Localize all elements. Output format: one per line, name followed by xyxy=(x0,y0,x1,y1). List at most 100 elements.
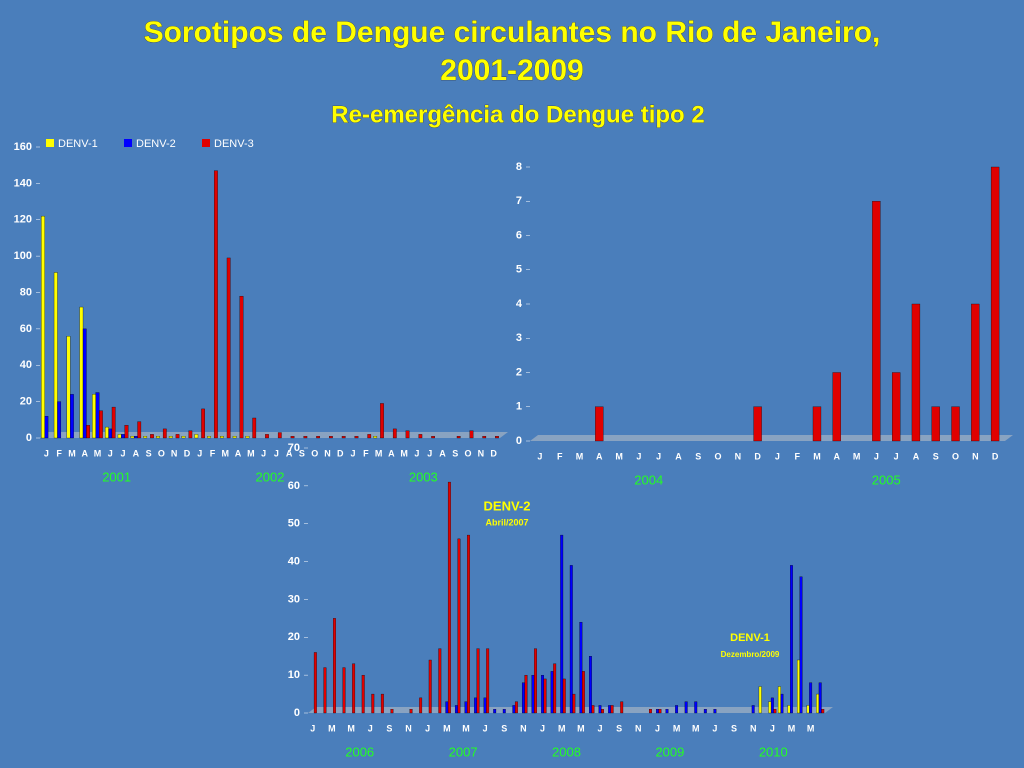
legend-swatch xyxy=(46,139,54,147)
x-tick-label: F xyxy=(56,448,62,458)
annotation: DENV-1 xyxy=(730,632,770,644)
bar xyxy=(390,709,394,714)
bar xyxy=(265,434,269,439)
bar xyxy=(214,170,218,439)
x-tick-label: M xyxy=(788,723,796,733)
y-tick-label: 0 xyxy=(516,435,522,447)
y-tick-label: 40 xyxy=(20,359,32,371)
x-tick-label: J xyxy=(770,723,775,733)
x-tick-label: N xyxy=(972,451,979,461)
bar xyxy=(323,667,327,714)
bar xyxy=(70,394,74,439)
x-tick-label: F xyxy=(363,448,369,458)
bar xyxy=(447,481,451,714)
bar xyxy=(773,709,777,714)
bar xyxy=(553,663,557,714)
bar xyxy=(150,434,154,439)
x-tick-label: S xyxy=(452,448,458,458)
x-tick-label: N xyxy=(735,451,742,461)
bar xyxy=(392,428,397,439)
bar xyxy=(816,693,820,714)
y-tick-label: 60 xyxy=(288,480,300,492)
bar xyxy=(514,701,518,714)
legend-swatch xyxy=(124,139,132,147)
bar xyxy=(445,701,449,714)
bar xyxy=(806,705,810,714)
bar xyxy=(656,709,659,714)
x-tick-label: J xyxy=(197,448,202,458)
bar xyxy=(493,709,497,714)
bar xyxy=(201,408,205,439)
x-tick-label: O xyxy=(715,451,722,461)
bar xyxy=(456,436,461,439)
x-tick-label: A xyxy=(235,448,242,458)
bar xyxy=(220,436,224,439)
x-tick-label: J xyxy=(483,723,488,733)
bar xyxy=(971,303,980,442)
y-tick-label: 50 xyxy=(288,518,300,530)
bar xyxy=(502,709,506,714)
bar xyxy=(380,403,384,439)
bar xyxy=(117,434,122,439)
x-tick-label: M xyxy=(400,448,408,458)
x-tick-label: S xyxy=(299,448,305,458)
bar xyxy=(812,406,822,442)
bar xyxy=(137,421,142,439)
x-tick-label: M xyxy=(462,723,470,733)
x-tick-label: J xyxy=(655,723,660,733)
bar xyxy=(562,678,566,714)
y-tick-label: 2 xyxy=(516,366,522,378)
bar xyxy=(207,436,211,439)
bar xyxy=(194,434,199,439)
bar xyxy=(121,434,125,439)
bar xyxy=(226,257,231,439)
x-tick-label: A xyxy=(388,448,395,458)
annotation: Dezembro/2009 xyxy=(721,650,780,659)
bar xyxy=(86,425,90,439)
bar xyxy=(361,674,365,714)
year-label: 2003 xyxy=(409,469,438,484)
bar xyxy=(572,693,576,714)
bar xyxy=(454,705,458,714)
legend-swatch xyxy=(202,139,210,147)
x-tick-label: M xyxy=(328,723,336,733)
y-tick-label: 0 xyxy=(26,432,32,444)
bar xyxy=(579,621,583,714)
bar xyxy=(694,701,698,714)
slide-subtitle: Re-emergência do Dengue tipo 2 xyxy=(331,101,704,128)
bar xyxy=(610,705,614,714)
bar xyxy=(649,709,652,714)
bar xyxy=(342,667,346,714)
bar xyxy=(99,410,103,439)
bar xyxy=(595,406,604,442)
x-tick-label: A xyxy=(439,448,446,458)
bar xyxy=(245,436,250,439)
x-tick-label: J xyxy=(274,448,279,458)
year-label: 2007 xyxy=(449,744,478,759)
x-tick-label: J xyxy=(368,723,373,733)
x-tick-label: J xyxy=(894,451,899,461)
year-label: 2001 xyxy=(102,469,131,484)
bar xyxy=(543,678,547,714)
x-tick-label: S xyxy=(731,723,737,733)
bar xyxy=(252,417,257,439)
bar xyxy=(787,705,791,714)
bar xyxy=(82,328,87,439)
bar xyxy=(512,705,516,714)
bar xyxy=(313,652,317,714)
y-tick-label: 160 xyxy=(14,141,32,153)
bar xyxy=(108,428,113,439)
y-tick-label: 20 xyxy=(288,631,300,643)
x-tick-label: M xyxy=(577,723,585,733)
year-label: 2004 xyxy=(634,472,663,487)
bar xyxy=(591,705,595,714)
y-tick-label: 60 xyxy=(20,323,32,335)
bar xyxy=(474,697,477,714)
bar xyxy=(521,682,525,714)
bar xyxy=(53,272,58,439)
bar xyxy=(79,306,84,439)
slide-title: Sorotipos de Dengue circulantes no Rio d… xyxy=(144,16,881,49)
bar xyxy=(44,416,49,439)
bar xyxy=(891,372,901,442)
bar xyxy=(371,693,375,714)
